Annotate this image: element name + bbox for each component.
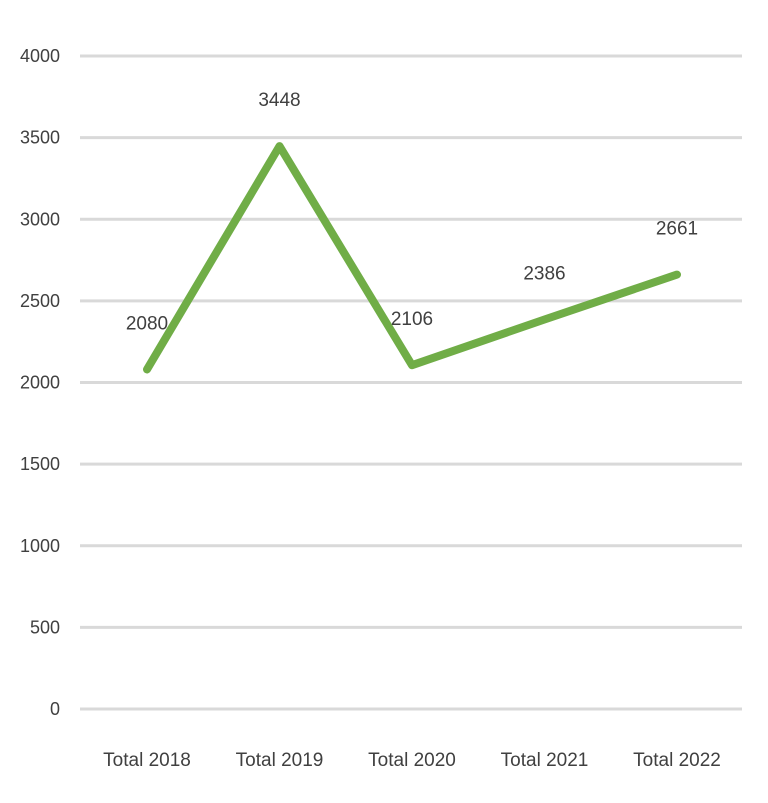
x-category-label: Total 2020 [368, 750, 456, 771]
x-category-label: Total 2019 [236, 750, 324, 771]
x-category-label: Total 2022 [633, 750, 721, 771]
data-point [276, 142, 283, 150]
y-tick-label: 1500 [20, 454, 60, 474]
y-tick-label: 2000 [20, 373, 60, 393]
data-label: 2661 [656, 219, 698, 240]
x-axis-categories: Total 2018 Total 2019 Total 2020 Total 2021… [103, 750, 721, 771]
y-tick-label: 4000 [20, 46, 60, 66]
data-label: 2106 [391, 309, 433, 330]
y-tick-label: 500 [30, 617, 60, 637]
data-label: 2080 [126, 313, 168, 334]
y-tick-label: 2500 [20, 291, 60, 311]
y-tick-label: 0 [50, 699, 60, 719]
data-point [143, 365, 151, 373]
x-category-label: Total 2021 [501, 750, 589, 771]
data-labels: 2080 3448 2106 2386 2661 [126, 90, 698, 334]
y-axis-ticks: 0 500 1000 1500 2000 2500 3000 3500 4000 [20, 46, 60, 719]
data-point [541, 315, 548, 323]
data-label: 2386 [523, 263, 565, 284]
series-line [143, 142, 681, 374]
y-tick-label: 3500 [20, 128, 60, 148]
data-point [673, 271, 681, 279]
data-point [408, 361, 416, 369]
gridlines [80, 54, 742, 711]
y-tick-label: 3000 [20, 209, 60, 229]
series-lines [143, 142, 681, 374]
x-category-label: Total 2018 [103, 750, 191, 771]
y-tick-label: 1000 [20, 536, 60, 556]
data-label: 3448 [258, 90, 300, 111]
